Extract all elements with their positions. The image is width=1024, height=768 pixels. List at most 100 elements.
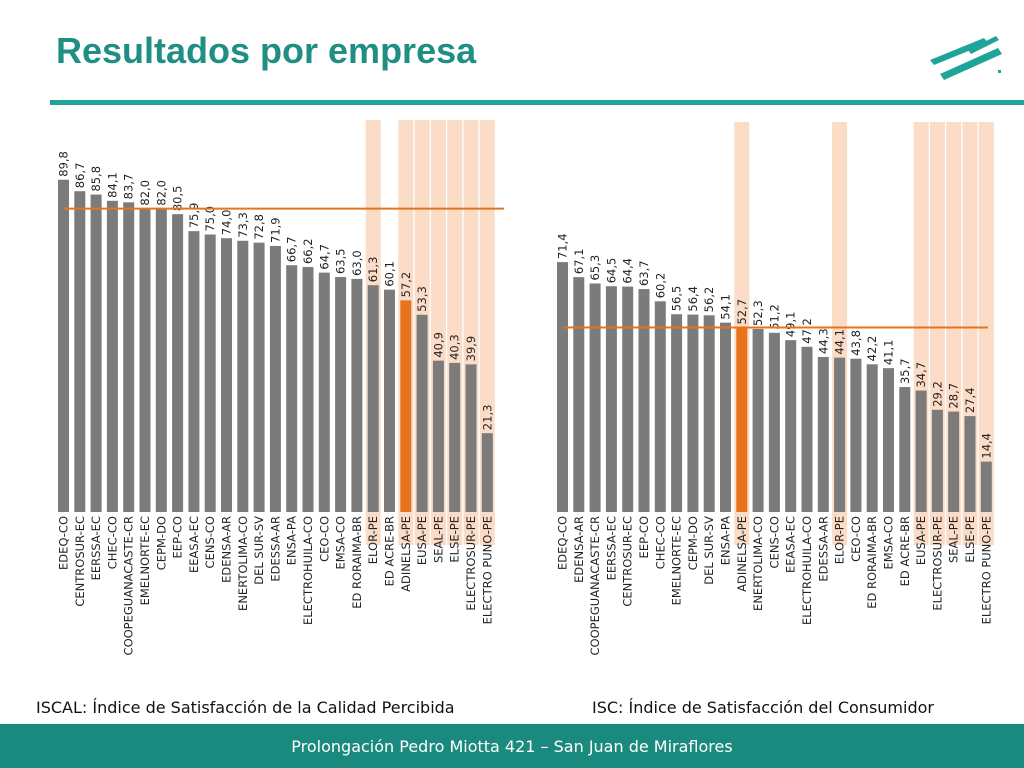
iscal-bar <box>286 265 298 512</box>
isc-bar <box>687 314 699 512</box>
iscal-bar <box>416 314 428 512</box>
iscal-value-label: 66,7 <box>285 237 299 263</box>
company-logo-icon <box>930 36 1002 80</box>
iscal-value-label: 75,9 <box>187 203 201 229</box>
iscal-value-label: 84,1 <box>105 172 119 198</box>
isc-bar <box>720 322 731 512</box>
iscal-bar <box>172 214 184 512</box>
iscal-category-label: ELECTROSUR-PE <box>464 516 478 611</box>
isc-value-label: 51,2 <box>767 304 781 330</box>
isc-category-label: ENSA-PA <box>719 516 733 565</box>
isc-bar <box>638 289 650 512</box>
isc-bar <box>850 358 862 512</box>
iscal-value-label: 60,1 <box>383 261 397 287</box>
isc-category-label: ELECTROHUILA-CO <box>800 516 814 625</box>
isc-value-label: 41,1 <box>882 340 896 366</box>
iscal-category-label: EMELNORTE-EC <box>138 516 152 605</box>
isc-category-label: EERSSA-EC <box>604 516 618 580</box>
iscal-bar <box>221 238 232 512</box>
caption-isc: ISC: Índice de Satisfacción del Consumid… <box>592 698 934 717</box>
slide-title: Resultados por empresa <box>56 30 477 71</box>
iscal-category-label: ED ACRE-BR <box>383 516 397 586</box>
isc-value-label: 60,2 <box>653 273 667 299</box>
isc-category-label: ELOR-PE <box>833 516 847 564</box>
iscal-value-label: 71,9 <box>268 217 282 243</box>
isc-value-label: 27,4 <box>963 387 977 413</box>
iscal-category-label: ENSA-PA <box>285 516 299 565</box>
isc-bar <box>866 364 878 512</box>
isc-value-label: 44,3 <box>816 328 830 354</box>
iscal-category-label: CENTROSUR-EC <box>73 516 87 607</box>
isc-bar <box>785 340 797 512</box>
iscal-value-label: 82,0 <box>138 180 152 206</box>
isc-bar <box>899 387 911 512</box>
iscal-category-label: CHEC-CO <box>105 516 119 569</box>
isc-value-label: 54,1 <box>719 294 733 320</box>
isc-category-label: EUSA-PE <box>914 516 928 565</box>
isc-bar <box>883 368 894 512</box>
isc-bar <box>980 461 992 512</box>
isc-category-label: EDESSA-AR <box>816 516 830 582</box>
isc-bar <box>964 416 976 512</box>
iscal-category-label: EEASA-EC <box>187 516 201 573</box>
iscal-value-label: 75,0 <box>203 206 217 232</box>
isc-bar <box>736 327 748 512</box>
iscal-bar <box>90 194 102 513</box>
isc-bar <box>622 286 634 512</box>
iscal-value-label: 73,3 <box>236 212 250 238</box>
iscal-value-label: 61,3 <box>366 257 380 283</box>
iscal-bar <box>367 285 379 512</box>
isc-value-label: 64,5 <box>604 258 618 284</box>
isc-bar <box>703 315 715 512</box>
isc-value-label: 35,7 <box>898 358 912 384</box>
iscal-category-label: CEO-CO <box>317 516 331 562</box>
footer-bar: Prolongación Pedro Miotta 421 – San Juan… <box>0 724 1024 768</box>
isc-bar <box>801 346 813 512</box>
isc-value-label: 67,1 <box>572 249 586 275</box>
isc-value-label: 49,1 <box>784 312 798 338</box>
iscal-category-label: ELOR-PE <box>366 516 380 564</box>
isc-value-label: 29,2 <box>930 381 944 407</box>
isc-chart: 71,4 EDEQ-CO 67,1 EDENSA-AR 65,3 COOPEGUANACA… <box>556 122 994 655</box>
isc-bar <box>654 301 666 512</box>
iscal-category-label: EDESSA-AR <box>268 516 282 582</box>
iscal-category-label: EDEQ-CO <box>57 516 71 570</box>
iscal-category-label: ELECTROHUILA-CO <box>301 516 315 625</box>
iscal-value-label: 63,5 <box>334 248 348 274</box>
iscal-value-label: 63,0 <box>350 250 364 276</box>
iscal-bar <box>106 200 118 512</box>
iscal-value-label: 39,9 <box>464 336 478 362</box>
iscal-category-label: ADINELSA-PE <box>399 516 413 592</box>
iscal-value-label: 53,3 <box>415 286 429 312</box>
isc-category-label: CENS-CO <box>767 516 781 568</box>
iscal-category-label: EMSA-CO <box>334 516 348 570</box>
iscal-bar <box>188 231 200 513</box>
iscal-bar <box>253 242 265 512</box>
isc-value-label: 34,7 <box>914 362 928 388</box>
isc-band <box>978 122 994 545</box>
iscal-bar <box>204 234 216 512</box>
isc-category-label: ED ACRE-BR <box>898 516 912 586</box>
iscal-bar <box>139 208 151 512</box>
iscal-category-label: EERSSA-EC <box>89 516 103 580</box>
iscal-bar <box>237 240 249 513</box>
iscal-category-label: ELECTRO PUNO-PE <box>480 516 494 624</box>
iscal-value-label: 85,8 <box>89 166 103 192</box>
iscal-category-label: ENERTOLIMA-CO <box>236 516 250 611</box>
isc-category-label: EDEQ-CO <box>556 516 570 570</box>
isc-value-label: 65,3 <box>588 255 602 281</box>
iscal-bar <box>155 208 167 512</box>
isc-bar <box>948 411 960 512</box>
isc-value-label: 56,5 <box>670 286 684 312</box>
isc-category-label: ELECTROSUR-PE <box>930 516 944 611</box>
iscal-category-label: ELSE-PE <box>448 516 462 563</box>
isc-category-label: CEO-CO <box>849 516 863 562</box>
isc-value-label: 64,4 <box>621 258 635 284</box>
iscal-bar <box>318 272 330 512</box>
isc-value-label: 43,8 <box>849 330 863 356</box>
iscal-value-label: 89,8 <box>57 151 71 177</box>
iscal-value-label: 21,3 <box>480 405 494 431</box>
isc-category-label: CEPM-DO <box>686 516 700 570</box>
isc-category-label: EMSA-CO <box>882 516 896 570</box>
iscal-bar <box>335 277 347 512</box>
